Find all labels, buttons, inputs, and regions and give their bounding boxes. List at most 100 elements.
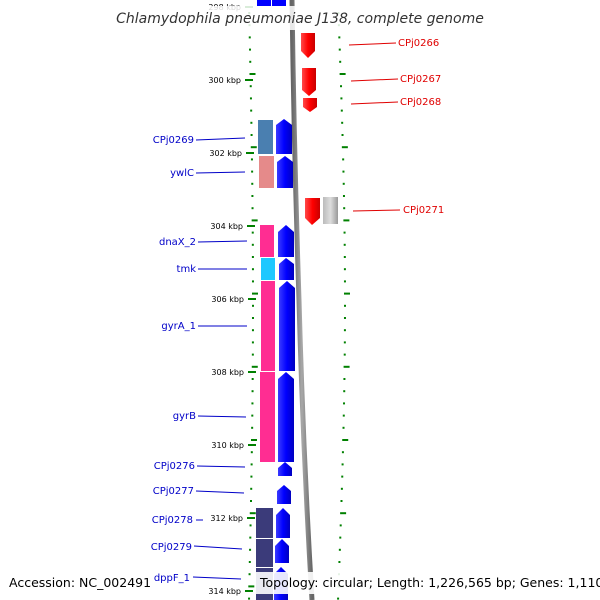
ring-dot [343, 353, 346, 356]
gene-label: CPj0267 [400, 74, 441, 85]
gene-label: CPj0271 [403, 205, 444, 216]
ring-dot [340, 512, 347, 515]
cog-block-cpj0278 [256, 508, 273, 538]
cds-forward-arrow [276, 508, 290, 538]
ring-dot [251, 304, 254, 307]
ring-dot [339, 524, 342, 527]
ring-dot [339, 73, 346, 75]
ring-dot [248, 573, 251, 576]
ring-dot [248, 561, 251, 563]
ring-dot [251, 317, 254, 319]
cds-forward-arrow [278, 372, 294, 462]
ring-dot [342, 158, 345, 161]
gene-labels-right: CPj0266 CPj0267 CPj0268 CPj0271 [398, 38, 444, 216]
leader-lines [192, 42, 401, 580]
ring-dot [251, 378, 254, 380]
ring-dot [340, 109, 343, 112]
scale-label: 300 kbp [208, 76, 241, 85]
cds-forward-arrow [279, 258, 294, 280]
gene-label: CPj0279 [151, 542, 192, 553]
cog-block-ywlc [259, 156, 274, 188]
leader-line [350, 101, 399, 105]
cds-pseudo-block [323, 197, 338, 224]
ring-dot [343, 231, 346, 234]
gene-label: gyrB [173, 411, 196, 422]
ring-dot [249, 548, 252, 551]
ring-dot [251, 390, 254, 393]
ring-dot [340, 97, 343, 100]
ring-dot [250, 158, 253, 161]
ring-dot [343, 268, 346, 271]
ring-dot [251, 426, 254, 429]
ring-dot [343, 219, 350, 222]
ring-dot [343, 341, 346, 344]
ring-dot [343, 365, 350, 368]
scale-label: 314 kbp [208, 587, 241, 596]
map-title: Chlamydophila pneumoniae J138, complete … [116, 11, 484, 27]
ring-dot [251, 256, 254, 258]
ring-dot [341, 451, 344, 454]
ring-dot [250, 463, 253, 466]
ring-dot [251, 207, 254, 210]
cds-forward-arrow [275, 539, 289, 563]
gene-label: CPj0277 [153, 486, 194, 497]
ring-dot [338, 561, 341, 563]
reverse-cds [301, 33, 338, 225]
title-backdrop [110, 6, 490, 30]
leader-line [192, 576, 242, 580]
ring-dot [343, 292, 350, 295]
ring-dot [343, 378, 346, 380]
ring-dot [250, 134, 253, 136]
ring-dot [342, 426, 345, 429]
ring-dot [343, 390, 346, 393]
leader-line [195, 171, 246, 174]
ring-dot [251, 231, 254, 234]
cog-block-dnax [260, 225, 274, 257]
scale-label: 312 kbp [210, 514, 243, 523]
cog-block-tmk [261, 258, 275, 280]
ring-dot [248, 36, 251, 39]
cog-block-top [257, 0, 271, 6]
ring-dot [343, 304, 346, 307]
gene-label: CPj0268 [400, 97, 441, 108]
leader-line [350, 78, 399, 82]
cog-block-cpj0279 [256, 539, 273, 567]
ring-dot [338, 548, 341, 551]
ring-dot [343, 317, 346, 319]
scale-label: 306 kbp [211, 295, 244, 304]
cds-reverse-arrow [305, 198, 320, 225]
accession-text: Accession: NC_002491 [9, 575, 151, 590]
ring-dot [250, 487, 253, 490]
ring-dot [249, 536, 252, 539]
topology-text: Topology: circular; Length: 1,226,565 bp… [259, 575, 600, 590]
cds-forward-arrow [279, 281, 295, 371]
ring-dot [251, 195, 254, 197]
ring-dot [342, 195, 345, 197]
ring-dot [249, 73, 256, 75]
ring-dot [248, 585, 255, 588]
ring-dot [338, 36, 341, 39]
ring-dot [343, 207, 346, 210]
ring-dot [251, 280, 254, 283]
ring-dot [342, 170, 345, 173]
ring-dot [343, 256, 346, 258]
cog-block-top-2 [272, 0, 286, 6]
ring-dot [251, 402, 254, 405]
scale-label: 302 kbp [209, 149, 242, 158]
ring-dot [251, 170, 254, 173]
gene-label: dppF_1 [154, 573, 190, 584]
gene-label: CPj0269 [153, 135, 194, 146]
forward-cds [274, 119, 295, 600]
ring-dot [251, 268, 254, 271]
ring-dot [250, 451, 253, 454]
ring-dot [251, 182, 254, 185]
cds-forward-arrow [278, 462, 292, 476]
cog-block-cpj0269 [258, 120, 273, 154]
leader-line [195, 490, 245, 494]
ring-dot [251, 329, 254, 332]
cds-forward-arrow [278, 225, 294, 257]
gene-label: CPj0266 [398, 38, 439, 49]
ring-dot [250, 500, 252, 502]
gene-label: gyrA_1 [161, 321, 196, 332]
